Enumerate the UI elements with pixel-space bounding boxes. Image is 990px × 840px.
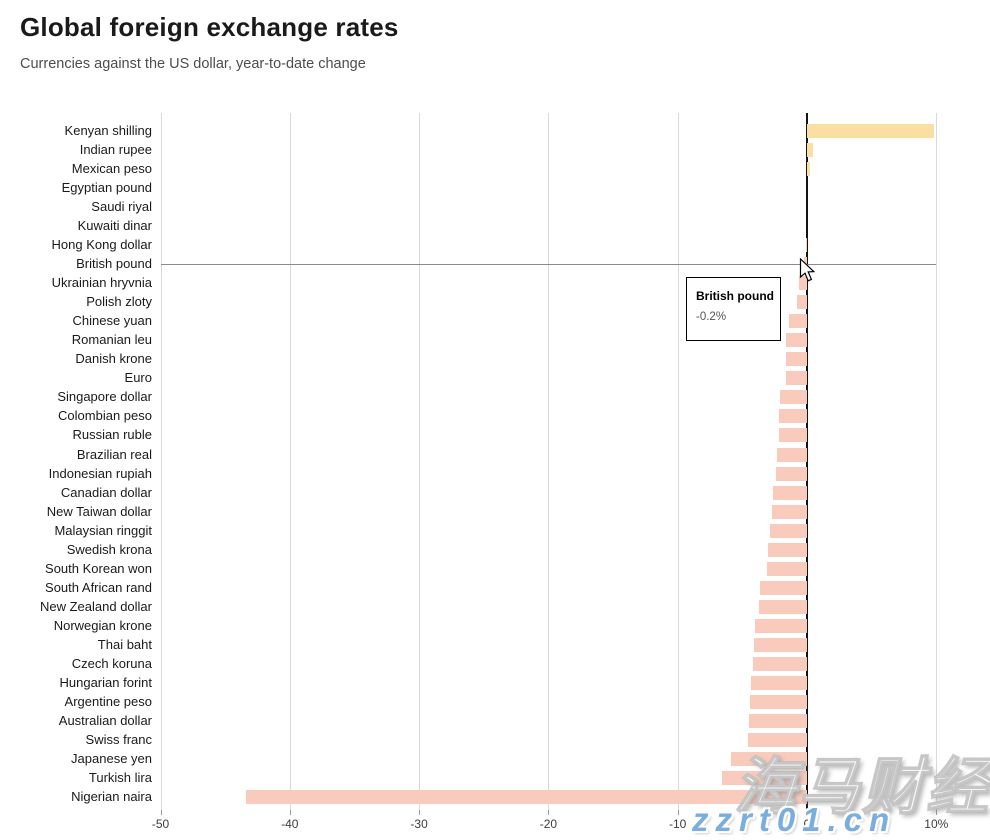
tooltip: British pound -0.2% — [686, 277, 781, 341]
bar-swedish-krona[interactable] — [768, 542, 807, 557]
bar-south-african-rand[interactable] — [760, 580, 807, 595]
category-label-brazilian-real: Brazilian real — [76, 446, 152, 462]
axis-tick-label--40: -40 — [281, 817, 299, 831]
category-label-argentine-peso: Argentine peso — [64, 693, 152, 709]
category-label-polish-zloty: Polish zloty — [86, 294, 152, 310]
axis-tick--20 — [548, 810, 550, 815]
axis-tick--10 — [677, 810, 679, 815]
tooltip-value: -0.2% — [696, 311, 727, 323]
bar-argentine-peso[interactable] — [750, 694, 807, 709]
bar-turkish-lira[interactable] — [721, 771, 807, 786]
category-label-nigerian-naira: Nigerian naira — [71, 789, 152, 805]
category-label-thai-baht: Thai baht — [97, 636, 152, 652]
category-label-hong-kong-dollar: Hong Kong dollar — [51, 237, 152, 253]
gridline--30 — [419, 113, 421, 810]
axis-tick-label-0: 0 — [803, 817, 811, 831]
axis-tick-label--10: -10 — [669, 817, 687, 831]
page-subtitle: Currencies against the US dollar, year-t… — [20, 56, 366, 72]
gridline-10% — [936, 113, 938, 810]
watermark-site-url: zzrt01.cn — [692, 801, 897, 838]
axis-tick--50 — [160, 810, 162, 815]
category-label-euro: Euro — [124, 370, 152, 386]
axis-tick-label-10%: 10% — [924, 817, 949, 831]
axis-tick-label--20: -20 — [539, 817, 558, 831]
bar-nigerian-naira[interactable] — [245, 790, 807, 805]
category-label-swedish-krona: Swedish krona — [66, 541, 152, 557]
page-title: Global foreign exchange rates — [20, 12, 399, 42]
bar-chinese-yuan[interactable] — [788, 314, 807, 329]
category-label-romanian-leu: Romanian leu — [71, 332, 152, 348]
category-label-japanese-yen: Japanese yen — [71, 750, 152, 766]
bar-new-zealand-dollar[interactable] — [759, 599, 807, 614]
category-label-saudi-riyal: Saudi riyal — [91, 199, 152, 215]
category-label-british-pound: British pound — [76, 256, 152, 272]
bar-new-taiwan-dollar[interactable] — [772, 504, 807, 519]
gridline--50 — [160, 113, 162, 810]
axis-tick-label--50: -50 — [151, 817, 170, 831]
bar-canadian-dollar[interactable] — [773, 485, 807, 500]
category-label-colombian-peso: Colombian peso — [58, 408, 152, 424]
category-label-indian-rupee: Indian rupee — [79, 142, 152, 158]
bar-singapore-dollar[interactable] — [779, 390, 807, 405]
bar-euro[interactable] — [786, 371, 807, 386]
watermark-brand-text: 海马财经 — [733, 752, 990, 823]
axis-tick-label--30: -30 — [410, 817, 428, 831]
category-label-ukrainian-hryvnia: Ukrainian hryvnia — [51, 275, 152, 291]
category-label-turkish-lira: Turkish lira — [88, 770, 152, 786]
category-label-kenyan-shilling: Kenyan shilling — [64, 123, 152, 138]
zero-baseline — [806, 113, 808, 815]
bar-czech-koruna[interactable] — [752, 656, 807, 671]
category-label-south-korean-won: South Korean won — [45, 560, 152, 576]
bar-malaysian-ringgit[interactable] — [769, 523, 807, 538]
bar-kenyan-shilling[interactable] — [807, 124, 934, 138]
hover-row-line — [160, 264, 937, 265]
bar-japanese-yen[interactable] — [730, 751, 807, 766]
bar-hungarian-forint[interactable] — [751, 675, 807, 690]
gridline--20 — [548, 113, 550, 810]
category-label-swiss-franc: Swiss franc — [85, 731, 152, 747]
bar-mexican-peso[interactable] — [807, 162, 810, 177]
category-label-kuwaiti-dinar: Kuwaiti dinar — [77, 218, 152, 234]
bar-swiss-franc[interactable] — [747, 732, 807, 747]
category-label-czech-koruna: Czech koruna — [71, 655, 152, 671]
mouse-cursor-icon — [799, 258, 816, 282]
category-label-new-taiwan-dollar: New Taiwan dollar — [46, 503, 152, 519]
bar-ukrainian-hryvnia[interactable] — [799, 276, 807, 291]
category-label-egyptian-pound: Egyptian pound — [61, 180, 152, 196]
bar-russian-ruble[interactable] — [778, 428, 807, 443]
tooltip-title: British pound — [696, 289, 774, 303]
category-label-new-zealand-dollar: New Zealand dollar — [39, 598, 152, 614]
category-label-singapore-dollar: Singapore dollar — [57, 389, 152, 405]
axis-tick--40 — [289, 810, 291, 815]
bar-indonesian-rupiah[interactable] — [775, 466, 807, 481]
gridline--40 — [289, 113, 291, 810]
category-label-norwegian-krone: Norwegian krone — [53, 617, 152, 633]
bar-brazilian-real[interactable] — [777, 447, 807, 462]
bar-romanian-leu[interactable] — [786, 333, 807, 348]
bar-polish-zloty[interactable] — [796, 295, 807, 310]
category-label-chinese-yuan: Chinese yuan — [72, 313, 153, 329]
bar-thai-baht[interactable] — [753, 637, 807, 652]
category-label-australian-dollar: Australian dollar — [58, 712, 152, 728]
category-label-south-african-rand: South African rand — [45, 579, 152, 595]
bar-norwegian-krone[interactable] — [755, 618, 807, 633]
category-label-danish-krone: Danish krone — [75, 351, 152, 367]
bar-danish-krone[interactable] — [786, 352, 807, 367]
category-label-canadian-dollar: Canadian dollar — [60, 484, 152, 500]
category-label-russian-ruble: Russian ruble — [72, 427, 153, 443]
axis-tick--30 — [419, 810, 421, 815]
category-label-mexican-peso: Mexican peso — [71, 161, 152, 177]
category-label-indonesian-rupiah: Indonesian rupiah — [48, 465, 152, 481]
bar-hong-kong-dollar[interactable] — [805, 238, 807, 253]
axis-tick-10% — [936, 810, 938, 815]
bar-south-korean-won[interactable] — [766, 561, 807, 576]
category-label-hungarian-forint: Hungarian forint — [59, 674, 153, 690]
category-label-malaysian-ringgit: Malaysian ringgit — [54, 522, 152, 538]
gridline--10 — [677, 113, 679, 810]
bar-indian-rupee[interactable] — [807, 143, 814, 158]
bar-colombian-peso[interactable] — [778, 409, 807, 424]
bar-australian-dollar[interactable] — [748, 713, 807, 728]
